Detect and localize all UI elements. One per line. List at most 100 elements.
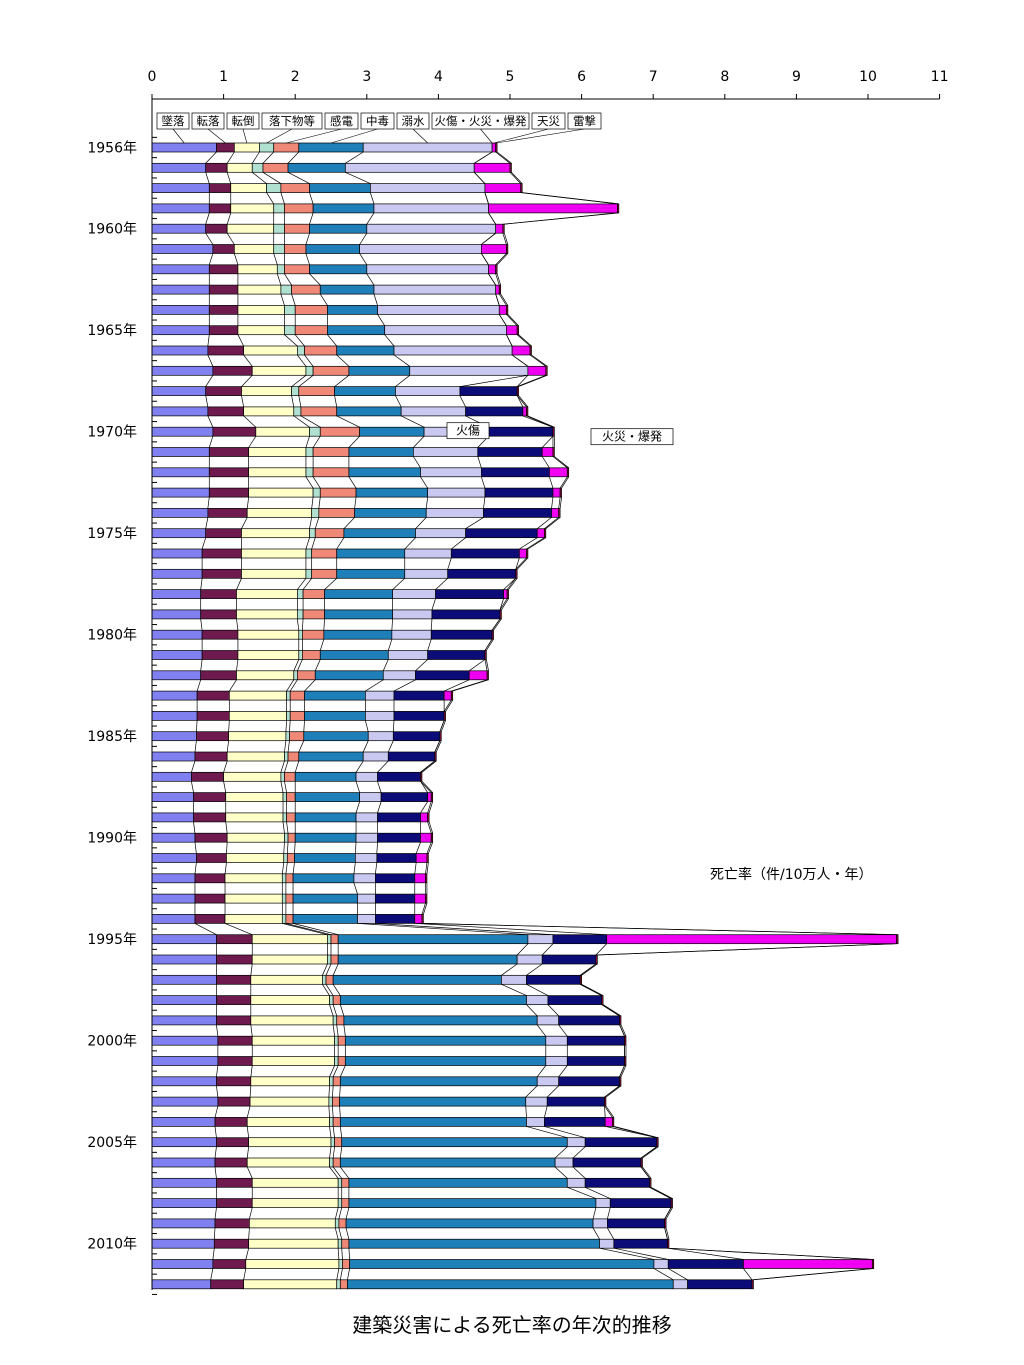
connector-line: [743, 1268, 753, 1281]
connector-line: [328, 1085, 330, 1098]
connector-line: [525, 1085, 538, 1098]
bar-segment: [380, 792, 429, 802]
connector-line: [297, 659, 303, 671]
connector-line: [366, 212, 375, 225]
bar-segment: [566, 1137, 586, 1148]
bar-segment: [287, 751, 300, 762]
connector-line: [353, 862, 356, 874]
y-tick-label: 1985年: [87, 729, 137, 745]
bar-segment: [297, 345, 305, 356]
connector-line: [343, 1024, 346, 1037]
annotation-box: [446, 422, 490, 440]
connector-line: [393, 679, 416, 692]
legend-label: 火傷・火災・爆発: [435, 114, 527, 128]
connector-line: [516, 557, 529, 570]
bar-segment: [481, 467, 550, 478]
connector-line: [516, 943, 529, 956]
connector-line: [284, 781, 287, 793]
bar-segment: [348, 1198, 597, 1208]
connector-line: [340, 1166, 350, 1179]
bar-segment: [393, 690, 445, 701]
connector-line: [287, 740, 290, 753]
bar-segment: [332, 995, 341, 1005]
bar-segment: [392, 609, 433, 620]
bar-segment: [249, 1096, 330, 1107]
connector-line: [503, 578, 516, 590]
bar-segment: [289, 731, 305, 742]
connector-line: [191, 781, 194, 793]
bar-segment: [151, 487, 210, 498]
bar-segment: [459, 386, 518, 396]
bar-segment: [415, 528, 466, 539]
bar-segment: [362, 751, 389, 762]
connector-line: [501, 963, 518, 976]
connector-line: [228, 720, 230, 732]
x-tick-label: 8: [720, 69, 729, 85]
bar-segment: [667, 1259, 744, 1269]
bar-segment: [495, 142, 498, 153]
connector-line: [359, 253, 368, 265]
bar-segment: [214, 1117, 248, 1127]
bar-segment: [359, 426, 425, 437]
connector-line: [248, 436, 257, 448]
annotation-label: 火災・爆発: [602, 430, 662, 444]
bar-segment: [246, 1117, 330, 1127]
connector-line: [191, 760, 196, 773]
bar-segment: [506, 244, 509, 254]
bar-segment: [151, 609, 202, 620]
bar-segment: [337, 1238, 343, 1249]
bar-segment: [357, 914, 376, 924]
connector-line: [214, 1166, 217, 1179]
connector-line: [427, 801, 432, 814]
bar-segment: [216, 142, 235, 153]
connector-line: [286, 679, 295, 692]
connector-line: [425, 862, 428, 874]
connector-line: [348, 435, 360, 448]
bar-segment: [336, 568, 406, 579]
bar-segment: [151, 731, 197, 742]
legend-leader-line: [172, 128, 185, 144]
bar-segment: [664, 1218, 667, 1229]
connector-line: [246, 1126, 250, 1138]
bar-segment: [205, 386, 242, 396]
connector-line: [226, 842, 228, 854]
connector-line: [377, 781, 382, 793]
bar-segment: [151, 832, 196, 843]
connector-line: [547, 1004, 559, 1017]
bar-segment: [595, 954, 598, 965]
bar-segment: [208, 325, 239, 336]
connector-line: [208, 436, 214, 448]
connector-line: [506, 314, 518, 326]
bar-segment: [624, 1056, 627, 1066]
connector-line: [423, 902, 428, 915]
connector-line: [366, 273, 375, 286]
legend-leader-line: [266, 128, 293, 144]
connector-line: [348, 476, 357, 489]
bar-segment: [210, 1279, 245, 1290]
bar-segment: [529, 345, 532, 356]
legend-leader-line: [493, 128, 549, 144]
connector-line: [423, 923, 899, 936]
connector-line: [309, 212, 314, 225]
bar-segment: [552, 447, 555, 457]
connector-line: [414, 862, 417, 874]
connector-line: [347, 1268, 350, 1280]
bar-segment: [552, 487, 561, 498]
x-tick-label: 2: [291, 69, 300, 85]
bar-segment: [362, 142, 493, 153]
connector-line: [280, 781, 284, 793]
bar-segment: [367, 731, 394, 742]
connector-line: [312, 436, 321, 448]
bar-segment: [526, 1117, 545, 1127]
connector-line: [495, 253, 507, 266]
bar-segment: [431, 609, 501, 620]
connector-line: [250, 1024, 253, 1037]
connector-line: [613, 1247, 669, 1260]
connector-line: [205, 395, 209, 407]
bar-segment: [151, 812, 194, 823]
bar-segment: [208, 447, 250, 457]
connector-line: [226, 212, 232, 225]
connector-line: [216, 1065, 219, 1077]
bar-segment: [330, 934, 339, 945]
connector-line: [425, 497, 429, 509]
